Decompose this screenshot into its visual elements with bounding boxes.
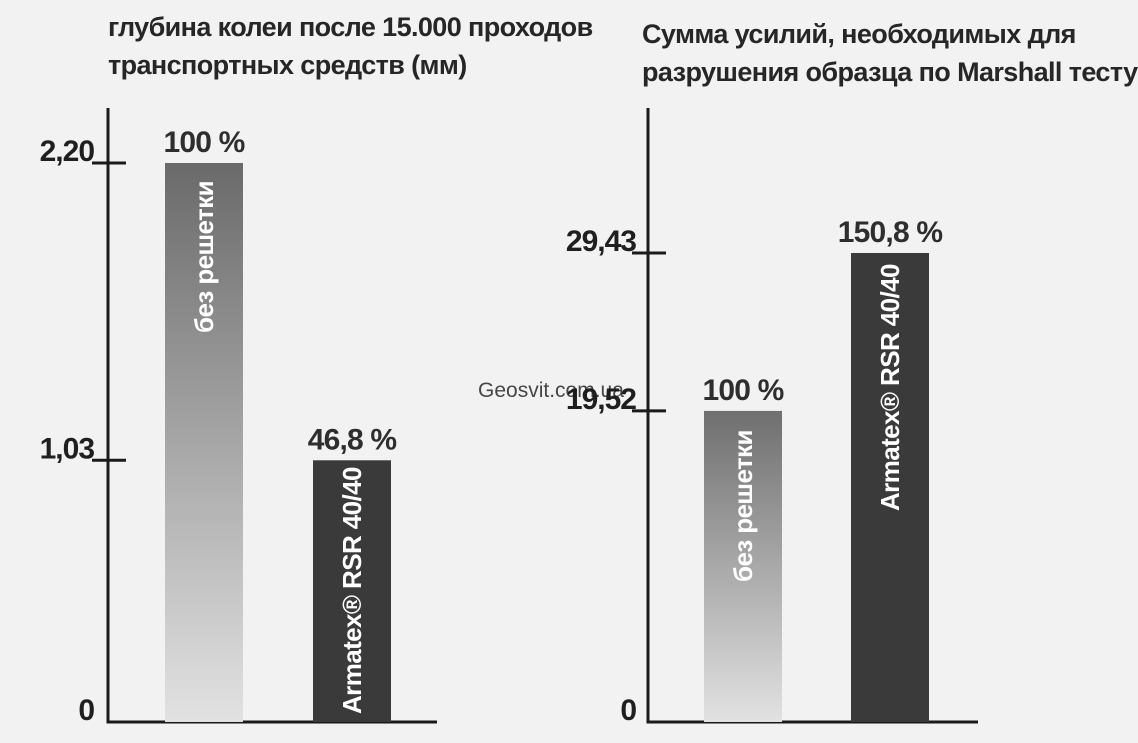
y-tick-label: 0: [620, 694, 636, 727]
bar-data-label: 100 %: [702, 374, 783, 407]
watermark-text: Geosvit.com.ua: [478, 379, 624, 402]
right-chart-title: Сумма усилий, необходимых для разрушения…: [642, 19, 1138, 87]
bar-without-grid: [165, 163, 243, 722]
right-chart: 0 19,52 29,43 100 % без решетки 150,8 % Armate…: [566, 108, 978, 727]
left-chart: 0 1,03 2,20 100 % без решетки 46,8 % Armatex® …: [40, 108, 437, 727]
bar-armatex: [313, 460, 391, 722]
left-chart-title: глубина колеи после 15.000 проходов тран…: [108, 12, 593, 80]
bar-without-grid: [704, 410, 782, 722]
bar-category-label: без решетки: [189, 181, 219, 333]
bar-category-label: Armatex® RSR 40/40: [337, 467, 367, 714]
bar-data-label: 46,8 %: [308, 423, 397, 456]
y-tick-label: 0: [78, 694, 94, 727]
y-tick-label: 1,03: [40, 432, 95, 465]
bar-category-label: Armatex® RSR 40/40: [875, 264, 905, 511]
bar-data-label: 150,8 %: [838, 216, 943, 249]
bar-data-label: 100 %: [163, 126, 244, 159]
bar-category-label: без решетки: [728, 430, 758, 582]
bar-armatex: [851, 253, 929, 722]
y-tick-label: 29,43: [566, 225, 636, 258]
y-tick-label: 2,20: [40, 135, 95, 168]
y-tick-label: 19,52: [566, 383, 636, 416]
